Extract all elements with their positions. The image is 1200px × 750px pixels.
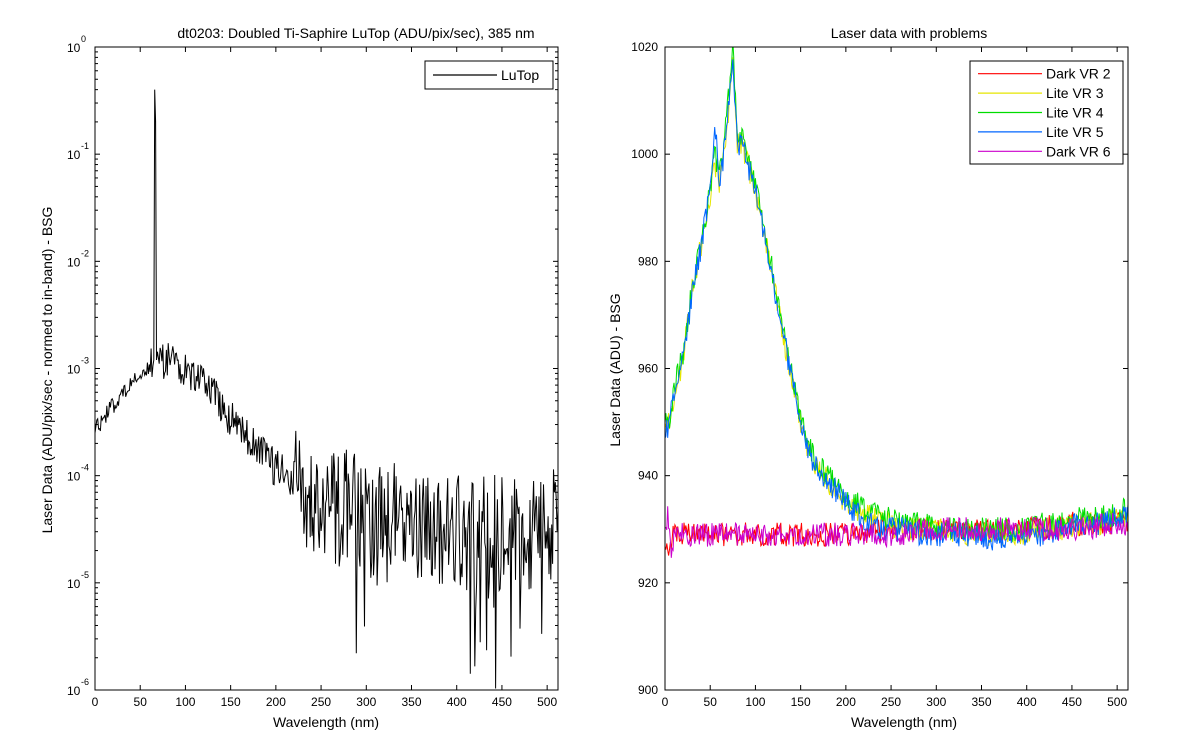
chart-left-title: dt0203: Doubled Ti-Saphire LuTop (ADU/pi…	[177, 25, 534, 41]
y-tick-label-base: 10	[67, 41, 81, 55]
chart-right-plot-area: 0 50 100 150 200 250 300 350 400 450 500 900 920 940 9…	[631, 40, 1129, 709]
x-tick-label: 250	[311, 695, 331, 709]
y-tick-label: 920	[638, 576, 658, 590]
chart-left-plot-area: 0 50 100 150 200 250 300 350 400 450 50010010-110-…	[67, 34, 559, 709]
series-line-dark-vr-6	[665, 506, 1128, 558]
y-tick-label-base: 10	[67, 577, 81, 591]
y-tick-label-exponent: -6	[81, 677, 89, 687]
legend-entry: Lite VR 3	[1046, 85, 1104, 101]
chart-left-x-axis-label: Wavelength (nm)	[273, 714, 379, 730]
legend-entry: Dark VR 6	[1046, 143, 1111, 159]
chart-left-legend: LuTop	[424, 60, 554, 90]
series-line-lutop	[95, 89, 558, 689]
x-tick-label: 450	[492, 695, 512, 709]
chart-right-x-axis-label: Wavelength (nm)	[851, 714, 957, 730]
y-tick-label-base: 10	[67, 255, 81, 269]
x-tick-label: 300	[356, 695, 376, 709]
chart-right-y-axis-label: Laser Data (ADU) - BSG	[607, 293, 623, 446]
x-tick-label: 450	[1062, 695, 1082, 709]
x-tick-label: 150	[221, 695, 241, 709]
chart-left-series-group	[95, 89, 558, 689]
x-tick-label: 400	[1017, 695, 1037, 709]
x-tick-label: 400	[447, 695, 467, 709]
x-tick-label: 300	[926, 695, 946, 709]
x-tick-label: 350	[971, 695, 991, 709]
series-line-lite-vr-4	[665, 47, 1128, 543]
y-tick-label-exponent: -1	[81, 141, 89, 151]
legend-entry: LuTop	[501, 67, 539, 83]
y-tick-label: 980	[638, 254, 658, 268]
x-tick-label: 500	[537, 695, 557, 709]
legend-entry: Dark VR 2	[1046, 66, 1111, 82]
x-tick-label: 100	[745, 695, 765, 709]
y-tick-label-exponent: 0	[81, 34, 86, 44]
legend-entry: Lite VR 4	[1046, 105, 1104, 121]
chart-left: dt0203: Doubled Ti-Saphire LuTop (ADU/pi…	[39, 25, 559, 730]
y-tick-label: 900	[638, 683, 658, 697]
x-tick-label: 500	[1107, 695, 1127, 709]
chart-right: Laser data with problems Wavelength (nm)…	[607, 25, 1129, 730]
x-tick-label: 250	[881, 695, 901, 709]
x-tick-label: 0	[662, 695, 669, 709]
legend-entry: Lite VR 5	[1046, 124, 1104, 140]
x-tick-label: 50	[134, 695, 148, 709]
x-tick-label: 100	[175, 695, 195, 709]
y-tick-label: 1000	[631, 147, 658, 161]
y-tick-label-exponent: -2	[81, 248, 89, 258]
y-tick-label-base: 10	[67, 470, 81, 484]
chart-left-y-axis-label: Laser Data (ADU/pix/sec - normed to in-b…	[39, 207, 55, 534]
y-tick-label: 940	[638, 469, 658, 483]
x-tick-label: 350	[401, 695, 421, 709]
y-tick-label-base: 10	[67, 684, 81, 698]
y-tick-label: 960	[638, 362, 658, 376]
x-tick-label: 200	[266, 695, 286, 709]
chart-right-legend: Dark VR 2 Lite VR 3 Lite VR 4 Lite VR 5 Dark…	[969, 60, 1124, 165]
x-tick-label: 150	[791, 695, 811, 709]
chart-right-series-group	[665, 47, 1128, 558]
y-tick-label-exponent: -5	[81, 570, 89, 580]
chart-right-title: Laser data with problems	[831, 25, 987, 41]
y-tick-label: 1020	[631, 40, 658, 54]
y-tick-label-base: 10	[67, 363, 81, 377]
y-tick-label-exponent: -4	[81, 463, 89, 473]
y-tick-label-base: 10	[67, 148, 81, 162]
x-tick-label: 0	[92, 695, 99, 709]
x-tick-label: 50	[704, 695, 718, 709]
y-tick-label-exponent: -3	[81, 356, 89, 366]
x-tick-label: 200	[836, 695, 856, 709]
